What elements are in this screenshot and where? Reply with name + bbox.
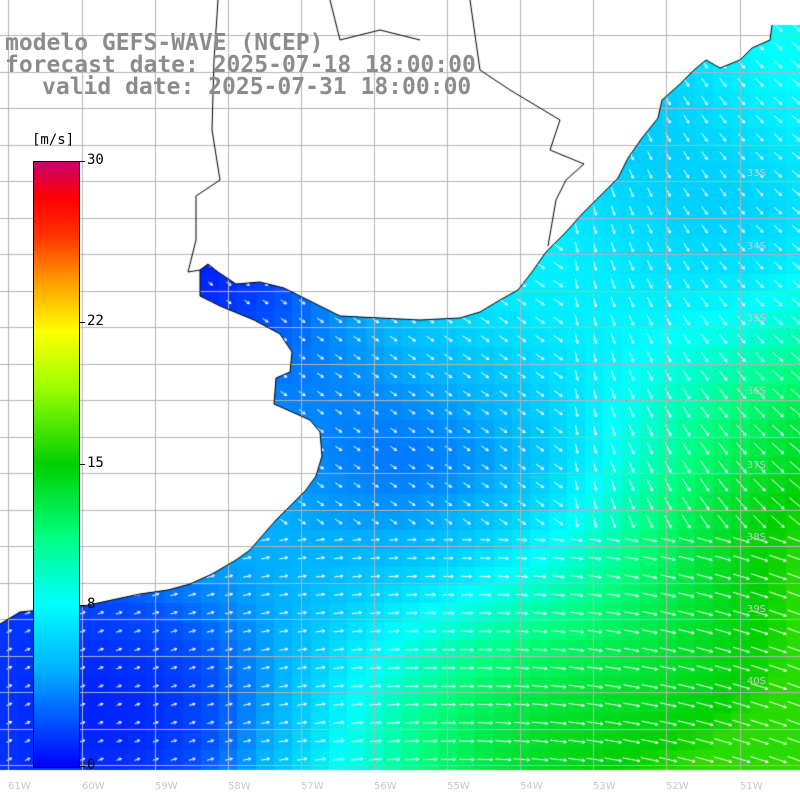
longitude-label: 56W <box>374 781 397 792</box>
forecast-date: forecast date: 2025-07-18 18:00:00 <box>5 52 476 78</box>
longitude-label: 54W <box>520 781 543 792</box>
longitude-label: 60W <box>82 781 105 792</box>
colorbar <box>33 161 80 768</box>
colorbar-label: 8 <box>87 595 96 612</box>
latitude-label: 38S <box>746 532 766 543</box>
latitude-label: 36S <box>746 386 766 397</box>
longitude-label: 55W <box>447 781 470 792</box>
latitude-label: 40S <box>746 676 766 687</box>
colorbar-tick <box>79 766 85 767</box>
colorbar-tick <box>79 604 85 606</box>
longitude-label: 51W <box>740 781 763 792</box>
longitude-label: 52W <box>666 781 689 792</box>
longitude-label: 53W <box>593 781 616 792</box>
longitude-label: 57W <box>301 781 324 792</box>
colorbar-label: 0 <box>87 757 96 773</box>
colorbar-tick <box>79 463 85 465</box>
colorbar-label: 15 <box>87 454 104 471</box>
latitude-label: 39S <box>746 604 766 615</box>
colorbar-unit: [m/s] <box>32 132 75 148</box>
latitude-label: 33S <box>746 168 766 179</box>
colorbar-tick <box>79 161 85 162</box>
latitude-label: 34S <box>746 241 766 252</box>
model-title: modelo GEFS-WAVE (NCEP) <box>5 30 324 56</box>
longitude-label: 59W <box>155 781 178 792</box>
longitude-label: 58W <box>228 781 251 792</box>
valid-date: valid date: 2025-07-31 18:00:00 <box>42 74 472 100</box>
colorbar-label: 22 <box>87 313 104 330</box>
latitude-label: 37S <box>746 460 766 471</box>
colorbar-label: 30 <box>87 152 104 168</box>
longitude-label: 61W <box>8 781 31 792</box>
latitude-label: 35S <box>746 313 766 324</box>
colorbar-tick <box>79 322 85 324</box>
